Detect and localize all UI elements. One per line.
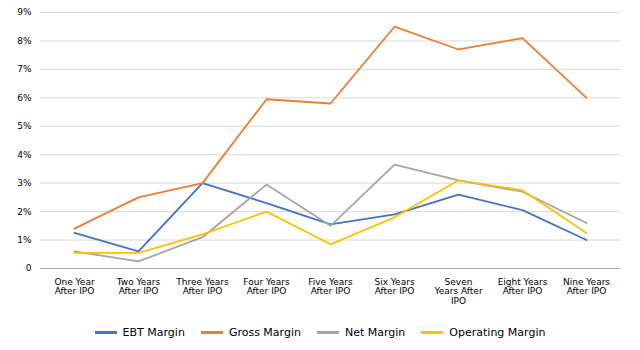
svg-text:1%: 1%	[17, 235, 32, 245]
svg-text:7%: 7%	[17, 64, 32, 74]
svg-text:Nine YearsAfter IPO: Nine YearsAfter IPO	[563, 277, 610, 297]
html-text:EBT Margin: EBT Margin	[122, 325, 185, 339]
html-text:Operating Margin: Operating Margin	[449, 325, 546, 339]
svg-text:9%: 9%	[17, 7, 32, 17]
svg-text:Eight YearsAfter IPO: Eight YearsAfter IPO	[498, 277, 548, 297]
svg-text:5%: 5%	[17, 121, 32, 131]
svg-text:4%: 4%	[17, 150, 32, 160]
svg-text:Five YearsAfter IPO: Five YearsAfter IPO	[308, 277, 353, 297]
svg-text:2%: 2%	[17, 206, 32, 216]
html-text:Gross Margin: Gross Margin	[228, 325, 301, 339]
svg-text:One YearAfter IPO: One YearAfter IPO	[54, 277, 95, 297]
svg-text:6%: 6%	[17, 93, 32, 103]
svg-text:Six YearsAfter IPO: Six YearsAfter IPO	[374, 277, 414, 297]
svg-text:Three YearsAfter IPO: Three YearsAfter IPO	[175, 277, 229, 297]
html-text:Net Margin: Net Margin	[345, 325, 406, 339]
svg-text:8%: 8%	[17, 36, 32, 46]
svg-text:SevenYears AfterIPO: SevenYears AfterIPO	[433, 277, 483, 307]
svg-text:Four YearsAfter IPO: Four YearsAfter IPO	[243, 277, 290, 297]
svg-text:0: 0	[26, 263, 32, 273]
svg-text:Two YearsAfter IPO: Two YearsAfter IPO	[116, 277, 161, 297]
svg-text:3%: 3%	[17, 178, 32, 188]
